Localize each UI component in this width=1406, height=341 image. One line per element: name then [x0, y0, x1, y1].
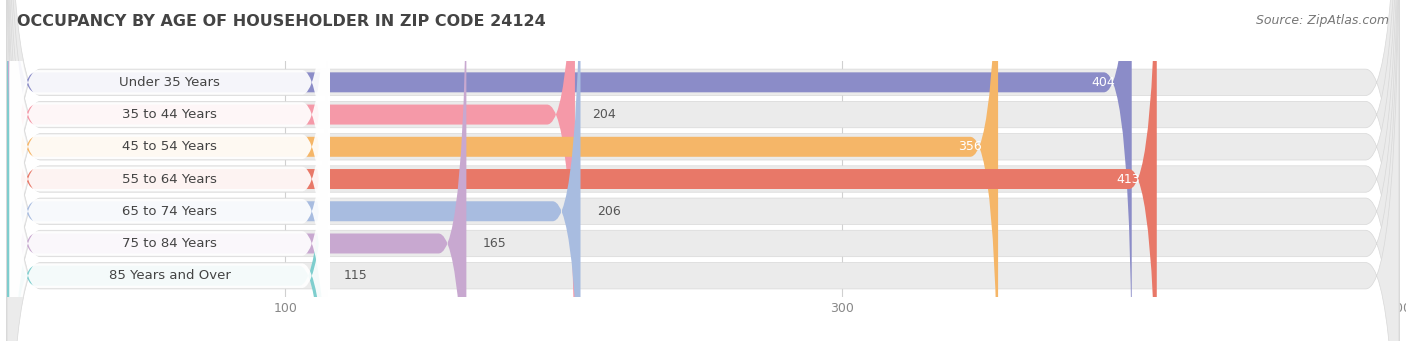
FancyBboxPatch shape: [10, 0, 330, 341]
Text: 404: 404: [1091, 76, 1115, 89]
Text: 65 to 74 Years: 65 to 74 Years: [122, 205, 218, 218]
Text: 55 to 64 Years: 55 to 64 Years: [122, 173, 218, 186]
FancyBboxPatch shape: [7, 0, 1132, 341]
FancyBboxPatch shape: [7, 0, 1399, 341]
Text: Under 35 Years: Under 35 Years: [120, 76, 221, 89]
Text: 45 to 54 Years: 45 to 54 Years: [122, 140, 218, 153]
FancyBboxPatch shape: [7, 0, 1399, 341]
FancyBboxPatch shape: [7, 0, 581, 341]
FancyBboxPatch shape: [7, 0, 1399, 341]
Text: 35 to 44 Years: 35 to 44 Years: [122, 108, 218, 121]
FancyBboxPatch shape: [7, 0, 328, 341]
FancyBboxPatch shape: [10, 0, 330, 341]
FancyBboxPatch shape: [7, 0, 1399, 341]
Text: Source: ZipAtlas.com: Source: ZipAtlas.com: [1256, 14, 1389, 27]
FancyBboxPatch shape: [10, 0, 330, 341]
FancyBboxPatch shape: [10, 0, 330, 341]
FancyBboxPatch shape: [7, 0, 1399, 341]
Text: 85 Years and Over: 85 Years and Over: [108, 269, 231, 282]
Text: 204: 204: [592, 108, 616, 121]
FancyBboxPatch shape: [7, 0, 998, 341]
Text: OCCUPANCY BY AGE OF HOUSEHOLDER IN ZIP CODE 24124: OCCUPANCY BY AGE OF HOUSEHOLDER IN ZIP C…: [17, 14, 546, 29]
Text: 165: 165: [484, 237, 506, 250]
FancyBboxPatch shape: [10, 0, 330, 341]
FancyBboxPatch shape: [7, 0, 575, 341]
Text: 115: 115: [344, 269, 367, 282]
FancyBboxPatch shape: [7, 0, 1157, 341]
Text: 75 to 84 Years: 75 to 84 Years: [122, 237, 218, 250]
Text: 413: 413: [1116, 173, 1140, 186]
FancyBboxPatch shape: [10, 0, 330, 341]
FancyBboxPatch shape: [7, 0, 1399, 341]
FancyBboxPatch shape: [7, 0, 467, 341]
Text: 356: 356: [957, 140, 981, 153]
Text: 206: 206: [598, 205, 621, 218]
FancyBboxPatch shape: [10, 0, 330, 341]
FancyBboxPatch shape: [7, 0, 1399, 341]
